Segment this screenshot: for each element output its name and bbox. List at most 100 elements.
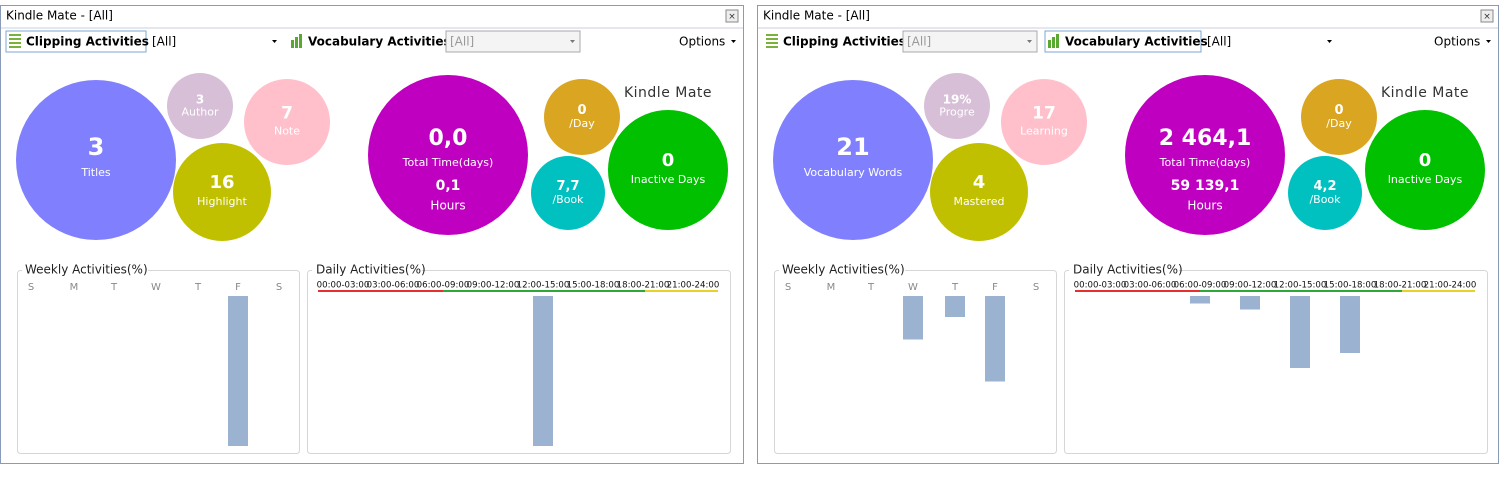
filter-value[interactable]: [All] [1207, 35, 1231, 49]
slot-label: 18:00-21:00 [1374, 281, 1427, 291]
close-icon: × [1483, 12, 1491, 22]
stat-bubble [544, 79, 620, 155]
tab-label[interactable]: Vocabulary Activities [308, 35, 451, 49]
slot-label: 00:00-03:00 [1074, 281, 1127, 291]
dropdown-arrow[interactable] [1027, 40, 1032, 43]
stat-bubble [531, 156, 605, 230]
panel-title-bg [22, 263, 148, 277]
slot-label: 09:00-12:00 [1224, 281, 1277, 291]
panel-frame [774, 270, 1057, 454]
stat-label: Total Time(days) [402, 156, 494, 169]
stat-bubble [16, 80, 176, 240]
dropdown-arrow[interactable] [272, 40, 277, 43]
stat-bubble [368, 75, 528, 235]
slot-label: 09:00-12:00 [467, 281, 520, 291]
slot-label: 03:00-06:00 [367, 281, 420, 291]
window-title: Kindle Mate - [All] [763, 9, 870, 23]
stat-bubble [608, 110, 728, 230]
activity-bar [228, 296, 248, 446]
panel-frame [307, 270, 731, 454]
tab-label[interactable]: Clipping Activities [783, 35, 906, 49]
activity-bar [1190, 296, 1210, 304]
tab-icon [299, 34, 302, 48]
activity-bar [985, 296, 1005, 382]
stat-value: 4 [973, 172, 986, 193]
stat-label: Inactive Days [1388, 173, 1463, 186]
slot-label: 03:00-06:00 [1124, 281, 1177, 291]
day-label: S [28, 282, 34, 293]
stat-label: Hours [430, 199, 465, 213]
activity-bar [533, 296, 553, 446]
slot-label: 15:00-18:00 [567, 281, 620, 291]
stat-bubble [1001, 79, 1087, 165]
stat-value: 3 [88, 133, 105, 161]
dropdown-arrow[interactable] [1327, 40, 1332, 43]
day-label: F [992, 282, 998, 293]
day-label: S [1033, 282, 1039, 293]
options-menu[interactable]: Options [1434, 35, 1480, 49]
filter-value[interactable]: [All] [907, 35, 931, 49]
tab-icon [9, 34, 21, 36]
stat-label: Progre [939, 106, 975, 119]
day-label: F [235, 282, 241, 293]
stat-bubble [1125, 75, 1285, 235]
slot-label: 00:00-03:00 [317, 281, 370, 291]
options-menu[interactable]: Options [679, 35, 725, 49]
stat-value: 17 [1032, 104, 1056, 124]
stat-value: 4,2 [1313, 179, 1336, 194]
stat-label: Note [274, 124, 300, 137]
panel-title-bg [1069, 263, 1179, 277]
stat-value: 16 [209, 172, 234, 193]
stat-bubble [1288, 156, 1362, 230]
day-label: M [70, 282, 79, 293]
tab-label[interactable]: Clipping Activities [26, 35, 149, 49]
stat-label: Learning [1020, 124, 1068, 137]
tab-label[interactable]: Vocabulary Activities [1065, 35, 1208, 49]
stat-value: 21 [836, 133, 869, 161]
stat-label: /Book [1309, 193, 1341, 206]
tab-icon [766, 34, 778, 36]
day-label: S [276, 282, 282, 293]
stat-value: 0 [662, 150, 675, 171]
panel-title: Weekly Activities(%) [782, 263, 905, 277]
dropdown-arrow[interactable] [1486, 40, 1491, 43]
window: Kindle Mate - [All] ×Clipping Activities[… [0, 5, 744, 464]
stat-value: 0,1 [436, 178, 461, 194]
stat-value: 0 [1419, 150, 1432, 171]
stat-label: Hours [1187, 199, 1222, 213]
panel-title: Weekly Activities(%) [25, 263, 148, 277]
stat-value: 0 [1334, 103, 1343, 118]
tab-icon [295, 37, 298, 48]
tab-icon [766, 42, 778, 44]
panel-title-bg [779, 263, 905, 277]
stat-value: 59 139,1 [1171, 178, 1240, 194]
stat-bubble [924, 73, 990, 139]
stat-label: Highlight [197, 195, 247, 208]
filter-value[interactable]: [All] [450, 35, 474, 49]
day-label: T [867, 282, 875, 293]
window-title: Kindle Mate - [All] [6, 9, 113, 23]
close-button[interactable] [725, 9, 739, 23]
stat-label: Author [181, 106, 219, 119]
activity-bar [945, 296, 965, 317]
stat-label: Vocabulary Words [804, 166, 903, 179]
dropdown-arrow[interactable] [731, 40, 736, 43]
tab-icon [1052, 37, 1055, 48]
tab-icon [766, 38, 778, 40]
stat-bubble [167, 73, 233, 139]
close-icon: × [728, 12, 736, 22]
panel-frame [1064, 270, 1488, 454]
stat-label: Total Time(days) [1159, 156, 1251, 169]
logo: Kindle Mate [624, 85, 712, 101]
filter-value[interactable]: [All] [152, 35, 176, 49]
stat-value: 3 [196, 93, 204, 107]
close-button[interactable] [1480, 9, 1494, 23]
panel-title: Daily Activities(%) [1073, 263, 1183, 277]
slot-label: 18:00-21:00 [617, 281, 670, 291]
tab-icon [9, 46, 21, 48]
stat-label: Inactive Days [631, 173, 706, 186]
tab-highlight [5, 30, 147, 53]
dropdown-arrow[interactable] [570, 40, 575, 43]
tab-icon [291, 40, 294, 48]
